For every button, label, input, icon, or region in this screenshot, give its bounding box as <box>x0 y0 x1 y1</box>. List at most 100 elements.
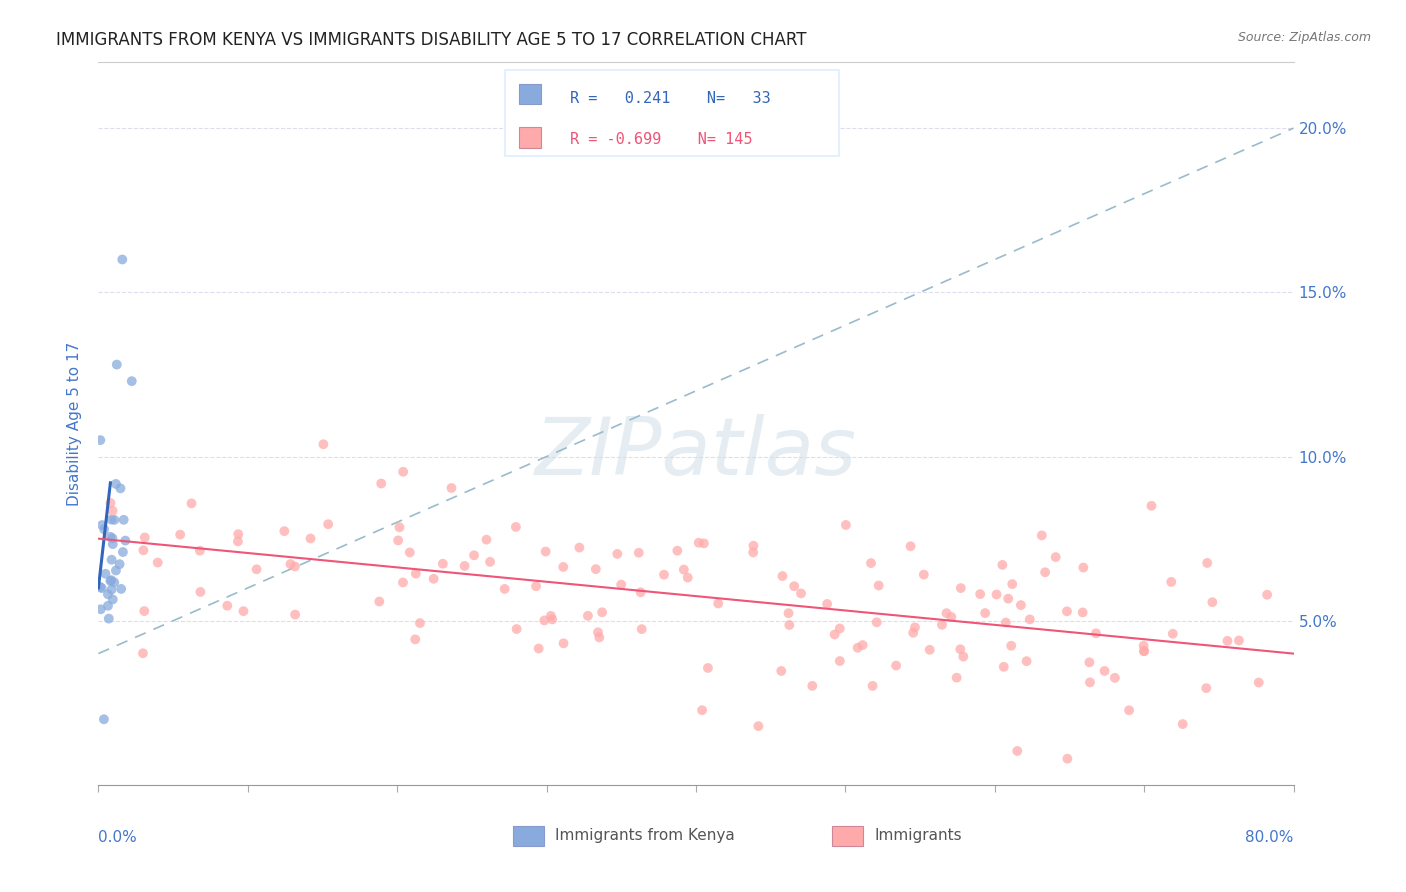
Point <box>1216 633 1239 648</box>
Point <box>90 581 112 595</box>
Point <box>463 549 485 563</box>
Point <box>783 579 806 593</box>
FancyBboxPatch shape <box>505 70 839 156</box>
FancyBboxPatch shape <box>519 84 541 104</box>
Point <box>392 465 415 479</box>
Point <box>828 622 851 636</box>
Point <box>284 607 307 622</box>
Point <box>91 518 114 533</box>
Point <box>974 606 997 620</box>
Point <box>132 543 155 558</box>
Point <box>89 433 111 447</box>
Point <box>1118 703 1140 717</box>
Point <box>110 582 132 596</box>
Point <box>134 604 156 618</box>
Point <box>121 374 143 388</box>
Point <box>862 679 884 693</box>
Point <box>1094 664 1116 678</box>
Point <box>904 620 927 634</box>
Point <box>1104 671 1126 685</box>
Point <box>1171 717 1194 731</box>
Point <box>949 642 972 657</box>
Point <box>1161 626 1184 640</box>
Point <box>1256 588 1278 602</box>
Point <box>93 522 115 536</box>
Point <box>1133 644 1156 658</box>
Point <box>101 504 124 518</box>
Point <box>991 558 1014 572</box>
Point <box>368 594 391 608</box>
Point <box>90 602 112 616</box>
Point <box>693 536 716 550</box>
Point <box>801 679 824 693</box>
Point <box>100 552 122 566</box>
Point <box>404 632 426 647</box>
Point <box>588 631 610 645</box>
Point <box>101 531 124 545</box>
Text: Immigrants: Immigrants <box>875 829 962 843</box>
Point <box>114 533 136 548</box>
Point <box>900 539 922 553</box>
Point <box>316 517 339 532</box>
Point <box>1010 598 1032 612</box>
Point <box>89 580 111 594</box>
Point <box>104 477 127 491</box>
Point <box>1073 560 1095 574</box>
Text: Source: ZipAtlas.com: Source: ZipAtlas.com <box>1237 31 1371 45</box>
Point <box>828 654 851 668</box>
Point <box>534 544 557 558</box>
Point <box>505 520 527 534</box>
Point <box>100 582 122 597</box>
Point <box>134 531 156 545</box>
Point <box>835 518 858 533</box>
Point <box>1031 528 1053 542</box>
Point <box>672 563 695 577</box>
Point <box>997 591 1019 606</box>
Point <box>866 615 889 630</box>
Point <box>132 646 155 660</box>
Point <box>370 476 392 491</box>
Text: IMMIGRANTS FROM KENYA VS IMMIGRANTS DISABILITY AGE 5 TO 17 CORRELATION CHART: IMMIGRANTS FROM KENYA VS IMMIGRANTS DISA… <box>56 31 807 49</box>
Point <box>742 545 765 559</box>
Point <box>742 539 765 553</box>
Point <box>1132 639 1154 653</box>
Point <box>868 578 890 592</box>
Point <box>1160 574 1182 589</box>
Point <box>533 614 555 628</box>
Text: Immigrants from Kenya: Immigrants from Kenya <box>555 829 735 843</box>
Point <box>688 535 710 549</box>
Point <box>387 533 409 548</box>
Point <box>409 616 432 631</box>
Point <box>1001 577 1024 591</box>
Point <box>299 532 322 546</box>
Point <box>312 437 335 451</box>
Point <box>226 534 249 549</box>
Point <box>98 530 121 544</box>
Text: R = -0.699    N= 145: R = -0.699 N= 145 <box>571 131 754 146</box>
Point <box>1018 612 1040 626</box>
Point <box>778 618 800 632</box>
Point <box>846 640 869 655</box>
Point <box>1056 752 1078 766</box>
Point <box>475 533 498 547</box>
Point <box>568 541 591 555</box>
Point <box>610 577 633 591</box>
Point <box>591 605 613 619</box>
Point <box>986 588 1008 602</box>
Point <box>93 712 115 726</box>
Point <box>245 562 267 576</box>
Point <box>666 543 689 558</box>
Point <box>432 557 454 571</box>
Point <box>931 617 953 632</box>
Point <box>994 615 1017 630</box>
Point <box>97 587 120 601</box>
Point <box>747 719 769 733</box>
Text: 0.0%: 0.0% <box>98 830 138 845</box>
Point <box>405 566 427 581</box>
Point <box>111 252 134 267</box>
Point <box>1197 556 1219 570</box>
Point <box>772 569 794 583</box>
Point <box>505 622 527 636</box>
Point <box>952 649 974 664</box>
Point <box>630 622 652 636</box>
